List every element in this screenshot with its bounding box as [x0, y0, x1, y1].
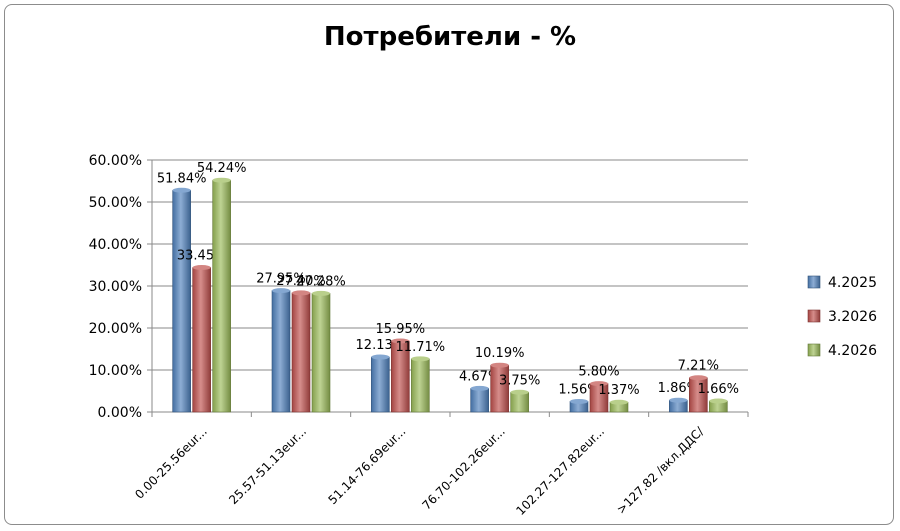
bar-cap [669, 397, 688, 403]
bar-cap [272, 288, 290, 294]
bar-cap [590, 381, 608, 387]
data-label: 1.66% [698, 382, 739, 397]
bar [470, 388, 489, 413]
bar-cap [391, 338, 410, 344]
x-tick-label: 102.27-127.82eur... [513, 424, 607, 518]
chart-title: Потребители - % [323, 22, 577, 52]
bar-cap [470, 385, 489, 391]
bar-cap [172, 187, 191, 193]
x-tick-label: 0.00-25.56eur... [132, 424, 210, 502]
bar-cap [411, 356, 430, 362]
data-label: 10.19% [475, 346, 525, 361]
bar-cap [570, 398, 588, 404]
data-label: 1.86% [658, 381, 699, 396]
data-label: 5.80% [578, 365, 619, 380]
data-label: 51.84% [157, 171, 207, 186]
legend-label: 3.2026 [828, 309, 877, 325]
bar [311, 293, 331, 413]
bar-cap [292, 290, 310, 296]
bar [212, 179, 231, 413]
bar-cap [212, 177, 231, 183]
bar [172, 189, 191, 413]
legend-swatch [807, 309, 821, 323]
data-label: 7.21% [678, 359, 719, 374]
legend-label: 4.2026 [828, 343, 877, 359]
y-tick-label: 60.00% [89, 153, 142, 169]
y-tick-label: 30.00% [89, 279, 142, 295]
x-tick-label: 25.57-51.13eur... [226, 424, 309, 507]
data-label: 27.28% [296, 274, 346, 289]
legend-swatch [807, 275, 821, 289]
bar [371, 356, 390, 413]
x-tick-label: 76.70-102.26eur... [419, 424, 507, 512]
legend-swatch [807, 343, 821, 357]
bar [291, 292, 311, 413]
bar-cap [510, 389, 529, 395]
legend-label: 4.2025 [828, 275, 877, 291]
data-label: 3.75% [499, 373, 540, 388]
data-label: 15.95% [376, 322, 426, 337]
data-label: 4.67% [459, 369, 500, 384]
bar-cap [610, 399, 628, 405]
y-tick-label: 20.00% [89, 321, 142, 337]
x-tick-label: 51.14-76.69eur... [326, 424, 409, 507]
bar [192, 267, 211, 413]
bar [490, 364, 509, 413]
bar-cap [312, 290, 330, 296]
bar-cap [709, 398, 728, 404]
y-tick-label: 50.00% [89, 195, 142, 211]
data-label: 27.95% [256, 272, 306, 287]
bar-cap [689, 375, 708, 381]
bar-cap [371, 354, 390, 360]
y-tick-label: 40.00% [89, 237, 142, 253]
bar-cap [490, 362, 509, 368]
bar [510, 391, 529, 413]
data-label: 11.71% [396, 340, 446, 355]
data-label: 54.24% [197, 161, 247, 176]
data-label: 1.56% [558, 382, 599, 397]
bar [411, 358, 430, 413]
data-label: 27.40% [276, 274, 326, 289]
y-tick-label: 0.00% [98, 405, 142, 421]
x-tick-label: >127.82 /вкл.ДДС/ [614, 424, 707, 517]
bar-cap [192, 265, 211, 271]
data-label: 1.37% [598, 383, 639, 398]
y-tick-label: 10.00% [89, 363, 142, 379]
bar [271, 290, 291, 413]
